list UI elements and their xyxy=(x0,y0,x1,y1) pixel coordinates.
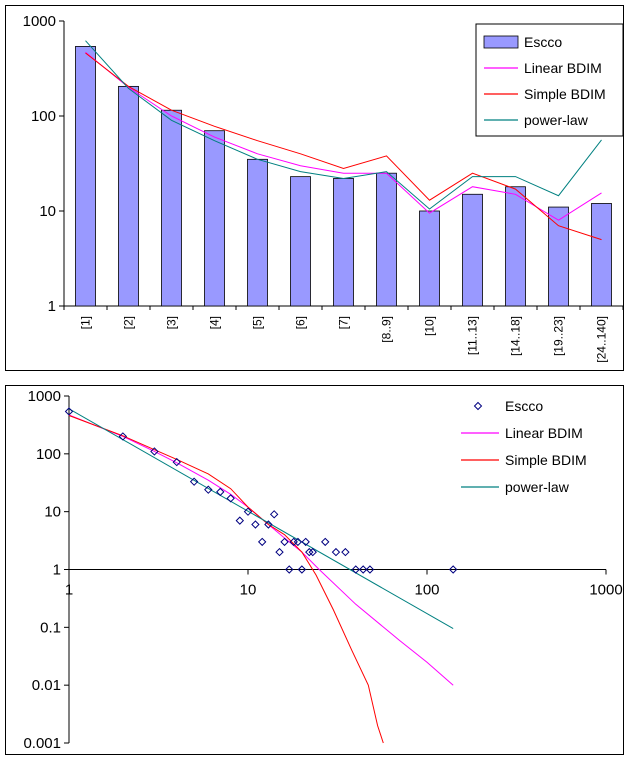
x-tick-label: [1] xyxy=(79,316,93,329)
bar xyxy=(548,206,569,307)
legend-label: Linear BDIM xyxy=(524,60,602,76)
data-point xyxy=(297,565,307,574)
bottom-chart-frame: 1000 100 10 1 0.1 0.01 0.001 1 10 100 1000 Escco Lin… xyxy=(5,385,624,755)
legend-label: power-law xyxy=(524,112,589,128)
x-tick-label: 1000 xyxy=(589,582,622,599)
bar xyxy=(118,85,139,307)
data-point xyxy=(172,457,181,467)
bar xyxy=(462,193,483,307)
data-point xyxy=(280,537,289,547)
top-chart-frame: 1 10 100 1000 [1] [2] [3] [4] [5] [6] [7] [8..9] [10… xyxy=(5,5,624,371)
x-tick-label: [10] xyxy=(423,316,437,336)
legend-label: Linear BDIM xyxy=(505,425,583,441)
x-tick-label: [4] xyxy=(208,316,222,329)
series-line xyxy=(68,414,454,686)
x-tick-label: [5] xyxy=(251,316,265,329)
data-point xyxy=(64,407,74,416)
data-point xyxy=(189,477,199,486)
legend-label: Simple BDIM xyxy=(505,452,587,468)
series-line xyxy=(68,408,454,630)
legend-label: power-law xyxy=(505,479,570,495)
y-tick-label: 10 xyxy=(44,504,61,521)
x-tick-label: [2] xyxy=(122,316,136,329)
data-point xyxy=(285,565,294,574)
data-point xyxy=(257,537,267,547)
bar xyxy=(204,130,225,307)
data-point xyxy=(118,432,128,441)
x-tick-label: [3] xyxy=(165,316,179,329)
bar xyxy=(505,186,526,307)
y-tick-label: 100 xyxy=(36,446,61,463)
bar xyxy=(376,172,397,307)
data-point xyxy=(365,565,375,574)
legend-label: Escco xyxy=(524,34,562,50)
x-tick-label: [19..23] xyxy=(552,316,566,356)
data-point xyxy=(331,547,341,557)
legend-swatch xyxy=(473,401,483,411)
data-point xyxy=(275,547,284,557)
data-point xyxy=(226,494,235,503)
data-point xyxy=(358,565,368,574)
series-line xyxy=(68,415,384,744)
data-point xyxy=(293,537,303,547)
data-point xyxy=(341,547,350,557)
y-tick-label: 0.1 xyxy=(40,619,61,636)
y-tick-label: 1 xyxy=(53,562,61,579)
x-tick-label: [6] xyxy=(294,316,308,329)
series-line xyxy=(85,40,602,210)
data-point xyxy=(301,537,310,547)
y-tick-label: 0.001 xyxy=(23,735,61,752)
data-point xyxy=(235,516,245,525)
y-tick-label: 10 xyxy=(39,203,56,220)
data-point xyxy=(321,537,330,547)
bar xyxy=(290,176,311,307)
x-tick-label: [8..9] xyxy=(380,316,394,343)
data-point xyxy=(305,547,314,557)
x-tick-label: [11..13] xyxy=(466,316,480,355)
bar-chart: 1 10 100 1000 [1] [2] [3] [4] [5] [6] [7] [8..9] [10… xyxy=(23,13,623,363)
y-tick-label: 1000 xyxy=(23,13,56,30)
data-point xyxy=(216,487,225,497)
series-line xyxy=(85,51,602,221)
legend-label: Escco xyxy=(505,398,543,414)
y-tick-label: 1 xyxy=(48,298,56,315)
x-tick-label: 10 xyxy=(240,582,257,599)
bar xyxy=(419,210,440,307)
data-point xyxy=(351,565,360,574)
legend-swatch xyxy=(483,35,519,49)
legend-label: Simple BDIM xyxy=(524,86,606,102)
y-tick-label: 100 xyxy=(31,108,56,125)
x-tick-label: 1 xyxy=(65,582,73,599)
y-tick-label: 1000 xyxy=(28,388,61,405)
scatter-chart: 1000 100 10 1 0.1 0.01 0.001 1 10 100 1000 Escco Lin… xyxy=(23,388,622,752)
data-point xyxy=(204,485,213,494)
x-tick-label: [14..18] xyxy=(509,316,523,356)
bar xyxy=(247,158,268,307)
series-line xyxy=(85,52,602,241)
y-tick-label: 0.01 xyxy=(32,677,61,694)
bar xyxy=(333,178,354,307)
bar xyxy=(161,109,182,307)
data-point xyxy=(150,447,159,456)
data-point xyxy=(269,510,279,519)
data-point xyxy=(308,547,317,557)
bar xyxy=(591,203,612,307)
data-point xyxy=(243,507,253,516)
x-tick-label: [24..140] xyxy=(595,316,609,363)
bar xyxy=(75,46,96,307)
data-point xyxy=(448,565,458,574)
x-tick-label: [7] xyxy=(337,316,351,329)
x-tick-label: 100 xyxy=(414,582,439,599)
data-point xyxy=(251,520,260,529)
data-point xyxy=(264,520,273,529)
